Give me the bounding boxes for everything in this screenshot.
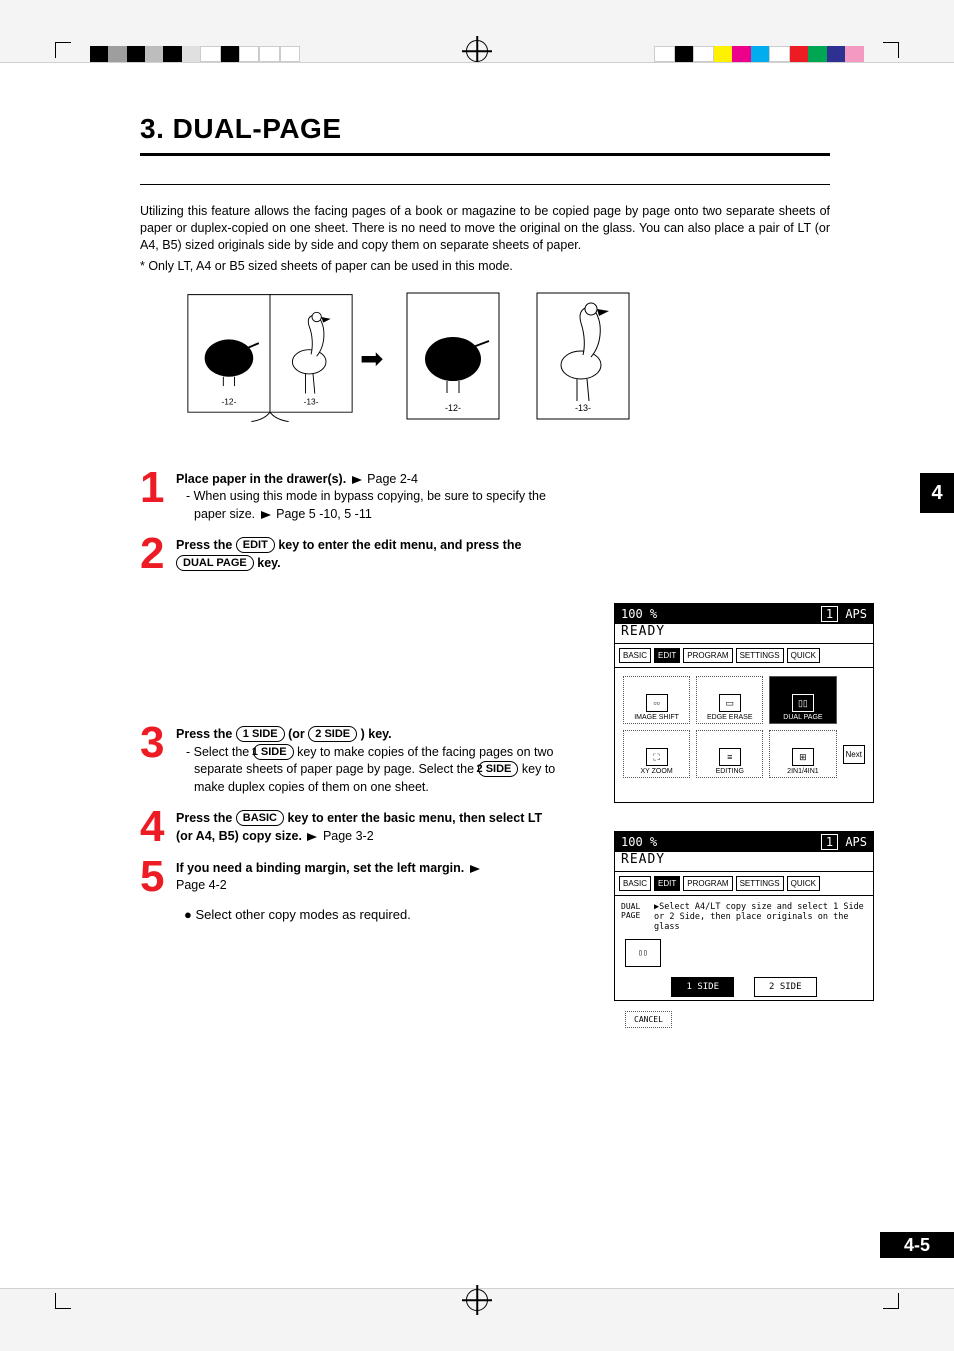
- registration-target-top: [466, 40, 488, 62]
- lcd-copies: 1: [821, 606, 838, 622]
- step-number: 1: [140, 469, 176, 506]
- lcd-panel-edit-menu: 100 % 1 APS READY BASIC EDIT PROGRAM SET…: [614, 603, 874, 803]
- lcd-tab-settings[interactable]: SETTINGS: [736, 648, 784, 663]
- diagram-output-left: -12-: [403, 289, 503, 429]
- step-1-ref: Page 2-4: [367, 472, 418, 486]
- one-side-key: 1 SIDE: [253, 744, 294, 760]
- registration-target-bottom: [466, 1289, 488, 1311]
- lcd-tab-basic[interactable]: BASIC: [619, 648, 651, 663]
- step-3-t2: (or: [288, 727, 305, 741]
- note-text: * Only LT, A4 or B5 sized sheets of pape…: [140, 258, 864, 275]
- lcd2-copies: 1: [821, 834, 838, 850]
- pointer-icon: [470, 865, 480, 873]
- step-3-t1: Press the: [176, 727, 232, 741]
- step-2-t1: Press the: [176, 538, 232, 552]
- title-rule: [140, 153, 830, 156]
- pointer-icon: [261, 511, 271, 519]
- one-side-key: 1 SIDE: [236, 726, 285, 742]
- lcd-zoom: 100 %: [621, 607, 657, 621]
- lcd2-zoom: 100 %: [621, 835, 657, 849]
- lcd2-ready: READY: [615, 852, 873, 872]
- arrow-icon: ➡: [360, 342, 383, 375]
- lcd2-tab-edit[interactable]: EDIT: [654, 876, 680, 891]
- lcd-btn-2in1[interactable]: ⊞2IN1/4IN1: [769, 730, 836, 778]
- step-3-t3: ) key.: [361, 727, 392, 741]
- lcd2-tab-program[interactable]: PROGRAM: [683, 876, 732, 891]
- diagram-page-right-num: -13-: [304, 396, 319, 406]
- title-rule-thin: [140, 184, 830, 185]
- page-number: 4-5: [880, 1232, 954, 1258]
- dual-page-key: DUAL PAGE: [176, 555, 254, 571]
- pointer-icon: [352, 476, 362, 484]
- page-title: 3. DUAL-PAGE: [140, 113, 864, 145]
- step-5-ref: Page 4-2: [176, 878, 227, 892]
- step-2: 2 Press the EDIT key to enter the edit m…: [140, 535, 864, 572]
- lcd-btn-next[interactable]: Next: [843, 745, 865, 764]
- page-content: 3. DUAL-PAGE Utilizing this feature allo…: [0, 62, 954, 1289]
- diagram-book: -12- -13-: [180, 289, 340, 429]
- lcd-tab-program[interactable]: PROGRAM: [683, 648, 732, 663]
- lcd-btn-image-shift[interactable]: ▫▫IMAGE SHIFT: [623, 676, 690, 724]
- chapter-tab: 4: [920, 473, 954, 513]
- step-3-sub1a: - Select the: [186, 745, 249, 759]
- step-5-heading: If you need a binding margin, set the le…: [176, 861, 464, 875]
- crop-mark-bl: [55, 1293, 71, 1309]
- lcd2-btn-1side[interactable]: 1 SIDE: [671, 977, 734, 997]
- lcd2-btn-cancel[interactable]: CANCEL: [625, 1011, 672, 1028]
- lcd-tab-quick[interactable]: QUICK: [787, 648, 820, 663]
- registration-color-swatches: [654, 46, 864, 62]
- crop-mark-br: [883, 1293, 899, 1309]
- step-number: 3: [140, 724, 176, 761]
- lcd2-btn-2side[interactable]: 2 SIDE: [754, 977, 817, 997]
- lcd-btn-xy-zoom[interactable]: ⛶XY ZOOM: [623, 730, 690, 778]
- lcd-btn-dual-page[interactable]: ▯▯DUAL PAGE: [769, 676, 836, 724]
- crop-mark-tr: [883, 42, 899, 58]
- pointer-icon: [307, 833, 317, 841]
- step-2-t2: key to enter the edit menu, and press th…: [278, 538, 521, 552]
- lcd-tab-edit[interactable]: EDIT: [654, 648, 680, 663]
- lcd-aps: APS: [845, 607, 867, 621]
- diagram-page-left-num: -12-: [221, 396, 236, 406]
- lcd2-aps: APS: [845, 835, 867, 849]
- lcd-panel-dual-page: 100 % 1 APS READY BASIC EDIT PROGRAM SET…: [614, 831, 874, 1001]
- edit-key: EDIT: [236, 537, 275, 553]
- intro-text: Utilizing this feature allows the facing…: [140, 203, 830, 254]
- lcd2-tabs: BASIC EDIT PROGRAM SETTINGS QUICK: [615, 872, 873, 896]
- lcd2-tab-quick[interactable]: QUICK: [787, 876, 820, 891]
- lcd-btn-editing[interactable]: ≡EDITING: [696, 730, 763, 778]
- lcd2-message: ▶Select A4/LT copy size and select 1 Sid…: [654, 902, 867, 933]
- step-1-heading: Place paper in the drawer(s).: [176, 472, 346, 486]
- diagram-output-right: -13-: [533, 289, 633, 429]
- svg-text:-13-: -13-: [575, 403, 591, 413]
- lcd-ready: READY: [615, 624, 873, 644]
- concept-diagram: -12- -13- ➡ -12-: [180, 289, 864, 429]
- two-side-key: 2 SIDE: [308, 726, 357, 742]
- step-4-ref: Page 3-2: [323, 829, 374, 843]
- step-number: 4: [140, 808, 176, 845]
- step-number: 5: [140, 858, 176, 895]
- lcd-btn-edge-erase[interactable]: ▭EDGE ERASE: [696, 676, 763, 724]
- svg-text:-12-: -12-: [445, 403, 461, 413]
- step-1-subref: Page 5 -10, 5 -11: [276, 507, 372, 521]
- crop-mark-tl: [55, 42, 71, 58]
- step-number: 2: [140, 535, 176, 572]
- lcd2-tab-basic[interactable]: BASIC: [619, 876, 651, 891]
- lcd2-label: DUAL PAGE: [621, 902, 642, 933]
- two-side-key: 2 SIDE: [478, 761, 519, 777]
- step-4-t1: Press the: [176, 811, 232, 825]
- registration-bw-swatches: [90, 46, 300, 62]
- step-1: 1 Place paper in the drawer(s). Page 2-4…: [140, 469, 864, 524]
- step-2-t3: key.: [257, 556, 280, 570]
- lcd2-tab-settings[interactable]: SETTINGS: [736, 876, 784, 891]
- lcd-tabs: BASIC EDIT PROGRAM SETTINGS QUICK: [615, 644, 873, 668]
- dual-page-icon: ▯▯: [625, 939, 661, 967]
- basic-key: BASIC: [236, 810, 284, 826]
